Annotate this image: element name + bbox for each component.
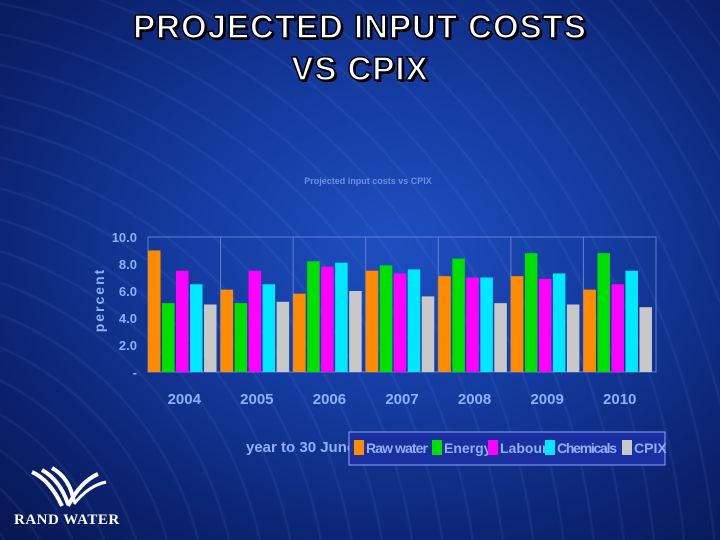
bar-raw-water-2008 — [438, 276, 451, 372]
y-tick-label: - — [133, 365, 137, 380]
y-tick-label: 8.0 — [119, 257, 137, 272]
y-axis-label: percent — [91, 268, 107, 333]
legend-label-raw-water: Raw water — [366, 440, 429, 456]
bar-chemicals-2006 — [335, 262, 348, 372]
bar-labour-2007 — [393, 273, 407, 372]
bar-labour-2010 — [611, 284, 624, 372]
x-tick-label: 2008 — [458, 391, 491, 408]
bar-raw-water-2005 — [220, 289, 234, 372]
legend-label-labour: Labour — [500, 440, 548, 456]
slide-title-line-1: PROJECTED INPUT COSTS — [132, 7, 587, 46]
y-tick-label: 6.0 — [119, 284, 137, 299]
x-tick-label: 2010 — [603, 391, 636, 408]
bar-raw-water-2010 — [583, 289, 596, 372]
slide-title: PROJECTED INPUT COSTS VS CPIX — [0, 6, 720, 90]
legend-swatch-cpix — [622, 440, 632, 455]
y-tick-label: 2.0 — [119, 338, 137, 353]
bar-cpix-2004 — [204, 304, 217, 372]
x-tick-label: 2007 — [385, 391, 418, 408]
bar-raw-water-2004 — [148, 250, 161, 372]
bar-raw-water-2006 — [293, 293, 306, 372]
bar-chemicals-2004 — [190, 284, 203, 372]
bar-chemicals-2008 — [480, 277, 493, 372]
bar-chemicals-2007 — [407, 269, 421, 372]
y-tick-label: 10.0 — [112, 230, 137, 245]
bar-labour-2009 — [538, 278, 552, 372]
bar-chemicals-2010 — [625, 270, 638, 372]
bar-energy-2004 — [162, 303, 175, 372]
x-axis-label: year to 30 June — [246, 439, 355, 456]
x-tick-label: 2004 — [168, 391, 202, 408]
legend-box — [348, 431, 666, 466]
bar-chemicals-2009 — [552, 273, 566, 372]
legend-label-chemicals: Chemicals — [557, 440, 617, 456]
bar-chemicals-2005 — [262, 284, 276, 372]
bar-labour-2006 — [321, 266, 334, 372]
x-tick-label: 2006 — [313, 391, 346, 408]
bar-energy-2010 — [597, 253, 610, 372]
bar-cpix-2006 — [349, 291, 362, 372]
bar-cpix-2007 — [421, 296, 435, 372]
x-tick-label: 2005 — [240, 391, 273, 408]
chart-title: Projected input costs vs CPIX — [304, 176, 432, 186]
bar-energy-2008 — [452, 258, 465, 372]
bar-cpix-2005 — [276, 301, 290, 372]
y-tick-label: 4.0 — [119, 311, 137, 326]
legend-swatch-chemicals — [545, 440, 555, 455]
legend-swatch-raw-water — [354, 440, 364, 455]
bar-cpix-2008 — [494, 303, 507, 372]
bar-raw-water-2009 — [510, 276, 524, 372]
x-tick-label: 2009 — [530, 391, 563, 408]
bar-energy-2007 — [379, 265, 393, 372]
bar-energy-2009 — [524, 253, 538, 372]
bar-labour-2004 — [176, 270, 189, 372]
bar-labour-2008 — [466, 277, 479, 372]
bar-energy-2006 — [307, 261, 320, 372]
rand-water-logo-icon — [31, 466, 107, 507]
legend-swatch-energy — [432, 440, 442, 455]
bar-energy-2005 — [234, 303, 248, 372]
rand-water-logo-text: RAND WATER — [14, 512, 120, 528]
bar-cpix-2010 — [639, 307, 652, 372]
legend-swatch-labour — [488, 440, 498, 455]
bar-labour-2005 — [248, 270, 262, 372]
bar-cpix-2009 — [566, 304, 580, 372]
legend-label-cpix: CPIX — [634, 440, 667, 456]
bar-raw-water-2007 — [365, 270, 379, 372]
slide-title-line-2: VS CPIX — [291, 49, 429, 88]
legend-label-energy: Energy — [444, 440, 492, 456]
